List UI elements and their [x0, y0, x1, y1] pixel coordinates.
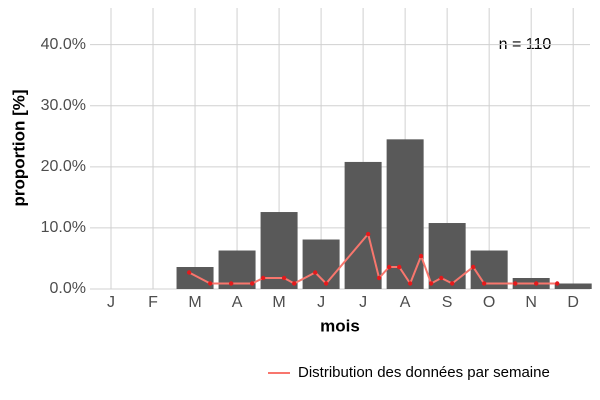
point: [376, 275, 382, 281]
point: [439, 275, 444, 281]
point: [323, 281, 329, 286]
y-tick-label: 10.0%: [41, 219, 86, 236]
x-tick-label: J: [317, 294, 325, 311]
point: [207, 281, 213, 286]
point: [228, 281, 234, 286]
point: [449, 281, 455, 286]
point: [386, 264, 392, 270]
bar: [176, 267, 214, 289]
point: [292, 281, 297, 286]
bar: [554, 283, 592, 289]
point: [418, 253, 424, 259]
point: [313, 270, 318, 275]
x-tick-label: F: [148, 294, 158, 311]
point: [407, 281, 413, 286]
point: [481, 281, 487, 286]
x-tick-label: M: [188, 294, 201, 311]
point: [260, 275, 266, 281]
x-tick-label: A: [400, 294, 411, 311]
x-tick-label: A: [232, 294, 243, 311]
point: [428, 281, 434, 286]
bar: [428, 223, 466, 289]
x-tick-label: N: [525, 294, 537, 311]
x-tick-label: M: [272, 294, 285, 311]
point: [534, 281, 539, 286]
x-axis-title: mois: [320, 316, 360, 335]
point: [186, 270, 192, 275]
point: [365, 231, 371, 237]
y-axis-title: proportion [%]: [9, 89, 28, 206]
point: [513, 281, 518, 286]
point: [555, 281, 560, 286]
bar: [302, 239, 340, 289]
x-tick-label: J: [107, 294, 115, 311]
y-tick-label: 20.0%: [41, 158, 86, 175]
y-tick-label: 30.0%: [41, 97, 86, 114]
point: [470, 264, 476, 270]
y-tick-label: 40.0%: [41, 36, 86, 53]
x-tick-label: S: [442, 294, 453, 311]
bar: [260, 212, 298, 289]
y-tick-label: 0.0%: [50, 280, 86, 297]
bar: [344, 161, 382, 289]
x-tick-label: O: [483, 294, 495, 311]
x-tick-label: J: [359, 294, 367, 311]
point: [397, 264, 402, 270]
point: [249, 281, 255, 286]
x-tick-label: D: [567, 294, 579, 311]
point: [281, 275, 287, 281]
legend-label: Distribution des données par semaine: [298, 364, 550, 381]
